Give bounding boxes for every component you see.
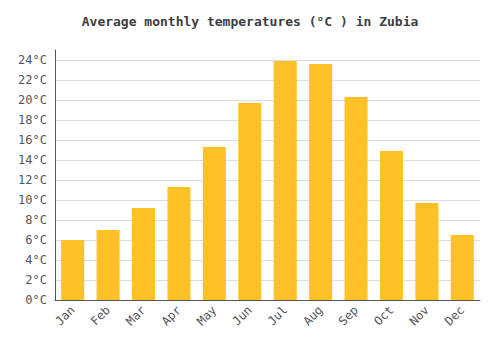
svg-text:Dec: Dec [442, 303, 467, 328]
svg-text:18°C: 18°C [18, 113, 47, 127]
svg-text:Average monthly temperatures (: Average monthly temperatures (°C ) in Zu… [82, 14, 419, 29]
svg-text:22°C: 22°C [18, 73, 47, 87]
svg-text:24°C: 24°C [18, 53, 47, 67]
svg-text:20°C: 20°C [18, 93, 47, 107]
svg-text:Oct: Oct [371, 303, 396, 328]
svg-text:Sep: Sep [336, 303, 361, 328]
svg-text:8°C: 8°C [25, 213, 47, 227]
svg-text:16°C: 16°C [18, 133, 47, 147]
svg-text:Feb: Feb [88, 303, 113, 328]
svg-text:14°C: 14°C [18, 153, 47, 167]
svg-text:Mar: Mar [123, 303, 148, 328]
svg-text:0°C: 0°C [25, 293, 47, 307]
svg-text:May: May [194, 303, 219, 328]
svg-text:Apr: Apr [159, 303, 184, 328]
svg-text:Jul: Jul [265, 303, 290, 328]
svg-text:12°C: 12°C [18, 173, 47, 187]
svg-text:Aug: Aug [300, 303, 325, 328]
svg-text:Jun: Jun [230, 303, 255, 328]
svg-text:4°C: 4°C [25, 253, 47, 267]
svg-text:Nov: Nov [407, 303, 432, 328]
svg-text:10°C: 10°C [18, 193, 47, 207]
svg-text:2°C: 2°C [25, 273, 47, 287]
svg-text:6°C: 6°C [25, 233, 47, 247]
svg-text:Jan: Jan [52, 303, 77, 328]
